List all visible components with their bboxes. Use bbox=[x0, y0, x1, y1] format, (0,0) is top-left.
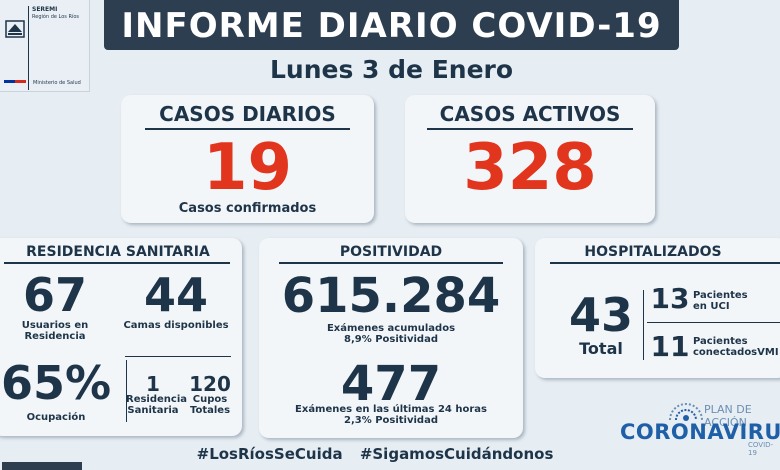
plan-label: PLAN DE ACCIÓN bbox=[704, 403, 752, 429]
hashtag-sigamos: #SigamosCuidándonos bbox=[359, 445, 554, 463]
hospitalizados-vmi-label-1: Pacientes bbox=[693, 336, 748, 347]
hospitalizados-uci-value: 13 bbox=[650, 282, 690, 315]
positividad-24h-label: Exámenes en las últimas 24 horas 2,3% Po… bbox=[259, 404, 523, 426]
bottom-tab bbox=[2, 462, 82, 470]
residencia-occupancy-label: Ocupación bbox=[26, 412, 86, 423]
residencia-occupancy-value: 65% bbox=[0, 356, 112, 410]
residencia-users-value: 67 bbox=[22, 268, 87, 322]
ministry-label: Ministerio de Salud bbox=[33, 80, 81, 86]
seremi-title: SEREMI bbox=[32, 6, 58, 13]
hashtag-los-rios: #LosRíosSeCuida bbox=[196, 445, 343, 463]
daily-cases-subtitle: Casos confirmados bbox=[178, 201, 317, 216]
residencia-title: RESIDENCIA SANITARIA bbox=[26, 244, 210, 260]
hospitalizados-card: HOSPITALIZADOS 43 Total 13 Pacientes en … bbox=[535, 238, 780, 378]
hospitalizados-uci-label-2: en UCI bbox=[693, 301, 730, 312]
positividad-24h-label-1: Exámenes en las últimas 24 horas bbox=[295, 404, 487, 415]
seal-icon bbox=[5, 20, 25, 38]
daily-cases-rule bbox=[145, 128, 350, 130]
positividad-exams-value: 615.284 bbox=[281, 268, 501, 324]
covid-label: COVID-19 bbox=[748, 441, 774, 457]
residencia-card: RESIDENCIA SANITARIA 67 Usuarios en Resi… bbox=[0, 238, 242, 436]
residencia-rule bbox=[4, 262, 230, 264]
coronavirus-wordmark: CORONAVIRUS bbox=[620, 420, 780, 444]
positividad-exams-label-1: Exámenes acumulados bbox=[326, 323, 456, 334]
residencia-vertical-divider bbox=[126, 360, 127, 422]
hospitalizados-vmi-label: Pacientes conectadosVMI bbox=[693, 336, 780, 358]
hospitalizados-total-value: 43 bbox=[568, 288, 633, 342]
hashtags-row: #LosRíosSeCuida #SigamosCuidándonos bbox=[150, 445, 600, 463]
hospitalizados-vertical-divider bbox=[643, 290, 644, 360]
hospitalizados-vmi-label-2: conectadosVMI bbox=[693, 347, 779, 358]
hospitalizados-uci-label: Pacientes en UCI bbox=[693, 290, 763, 312]
hospitalizados-uci-label-1: Pacientes bbox=[693, 290, 748, 301]
residencia-divider bbox=[125, 356, 231, 357]
flag-stripe bbox=[4, 80, 26, 83]
active-cases-card: CASOS ACTIVOS 328 bbox=[405, 95, 655, 223]
logo-divider bbox=[28, 6, 29, 90]
hospitalizados-total-label: Total bbox=[579, 339, 623, 358]
hospitalizados-divider bbox=[647, 322, 780, 323]
active-cases-label: CASOS ACTIVOS bbox=[439, 102, 621, 126]
report-title: INFORME DIARIO COVID-19 bbox=[121, 6, 662, 46]
report-date: Lunes 3 de Enero bbox=[269, 55, 514, 84]
positividad-24h-value: 477 bbox=[340, 356, 442, 412]
hospitalizados-vmi-value: 11 bbox=[650, 330, 690, 363]
seremi-region: Región de Los Ríos bbox=[32, 14, 80, 20]
daily-cases-card: CASOS DIARIOS 19 Casos confirmados bbox=[121, 95, 374, 223]
residencia-cupos-label: Cupos Totales bbox=[189, 394, 231, 416]
positividad-exams-label: Exámenes acumulados 8,9% Positividad bbox=[259, 323, 523, 345]
residencia-beds-value: 44 bbox=[143, 268, 208, 322]
positividad-exams-label-2: 8,9% Positividad bbox=[343, 334, 438, 345]
daily-cases-value: 19 bbox=[202, 131, 293, 205]
positividad-rule bbox=[279, 262, 503, 264]
active-cases-value: 328 bbox=[463, 131, 597, 205]
hospitalizados-rule bbox=[550, 262, 780, 264]
residencia-users-label: Usuarios en Residencia bbox=[21, 320, 89, 342]
residencia-count-label: Residencia Sanitaria bbox=[126, 394, 188, 416]
positividad-24h-label-2: 2,3% Positividad bbox=[343, 415, 438, 426]
residencia-cupos-value: 120 bbox=[189, 372, 231, 396]
coronavirus-plan-icon bbox=[669, 403, 703, 421]
positividad-title: POSITIVIDAD bbox=[339, 244, 443, 260]
positividad-card: POSITIVIDAD 615.284 Exámenes acumulados … bbox=[259, 238, 523, 438]
seremi-logo-panel: SEREMI Región de Los Ríos Ministerio de … bbox=[0, 0, 90, 92]
title-banner: INFORME DIARIO COVID-19 bbox=[104, 0, 679, 50]
active-cases-rule bbox=[427, 128, 633, 130]
daily-cases-label: CASOS DIARIOS bbox=[159, 102, 336, 126]
hospitalizados-title: HOSPITALIZADOS bbox=[584, 244, 722, 260]
residencia-beds-label: Camas disponibles bbox=[123, 320, 229, 331]
residencia-count-value: 1 bbox=[146, 372, 160, 396]
